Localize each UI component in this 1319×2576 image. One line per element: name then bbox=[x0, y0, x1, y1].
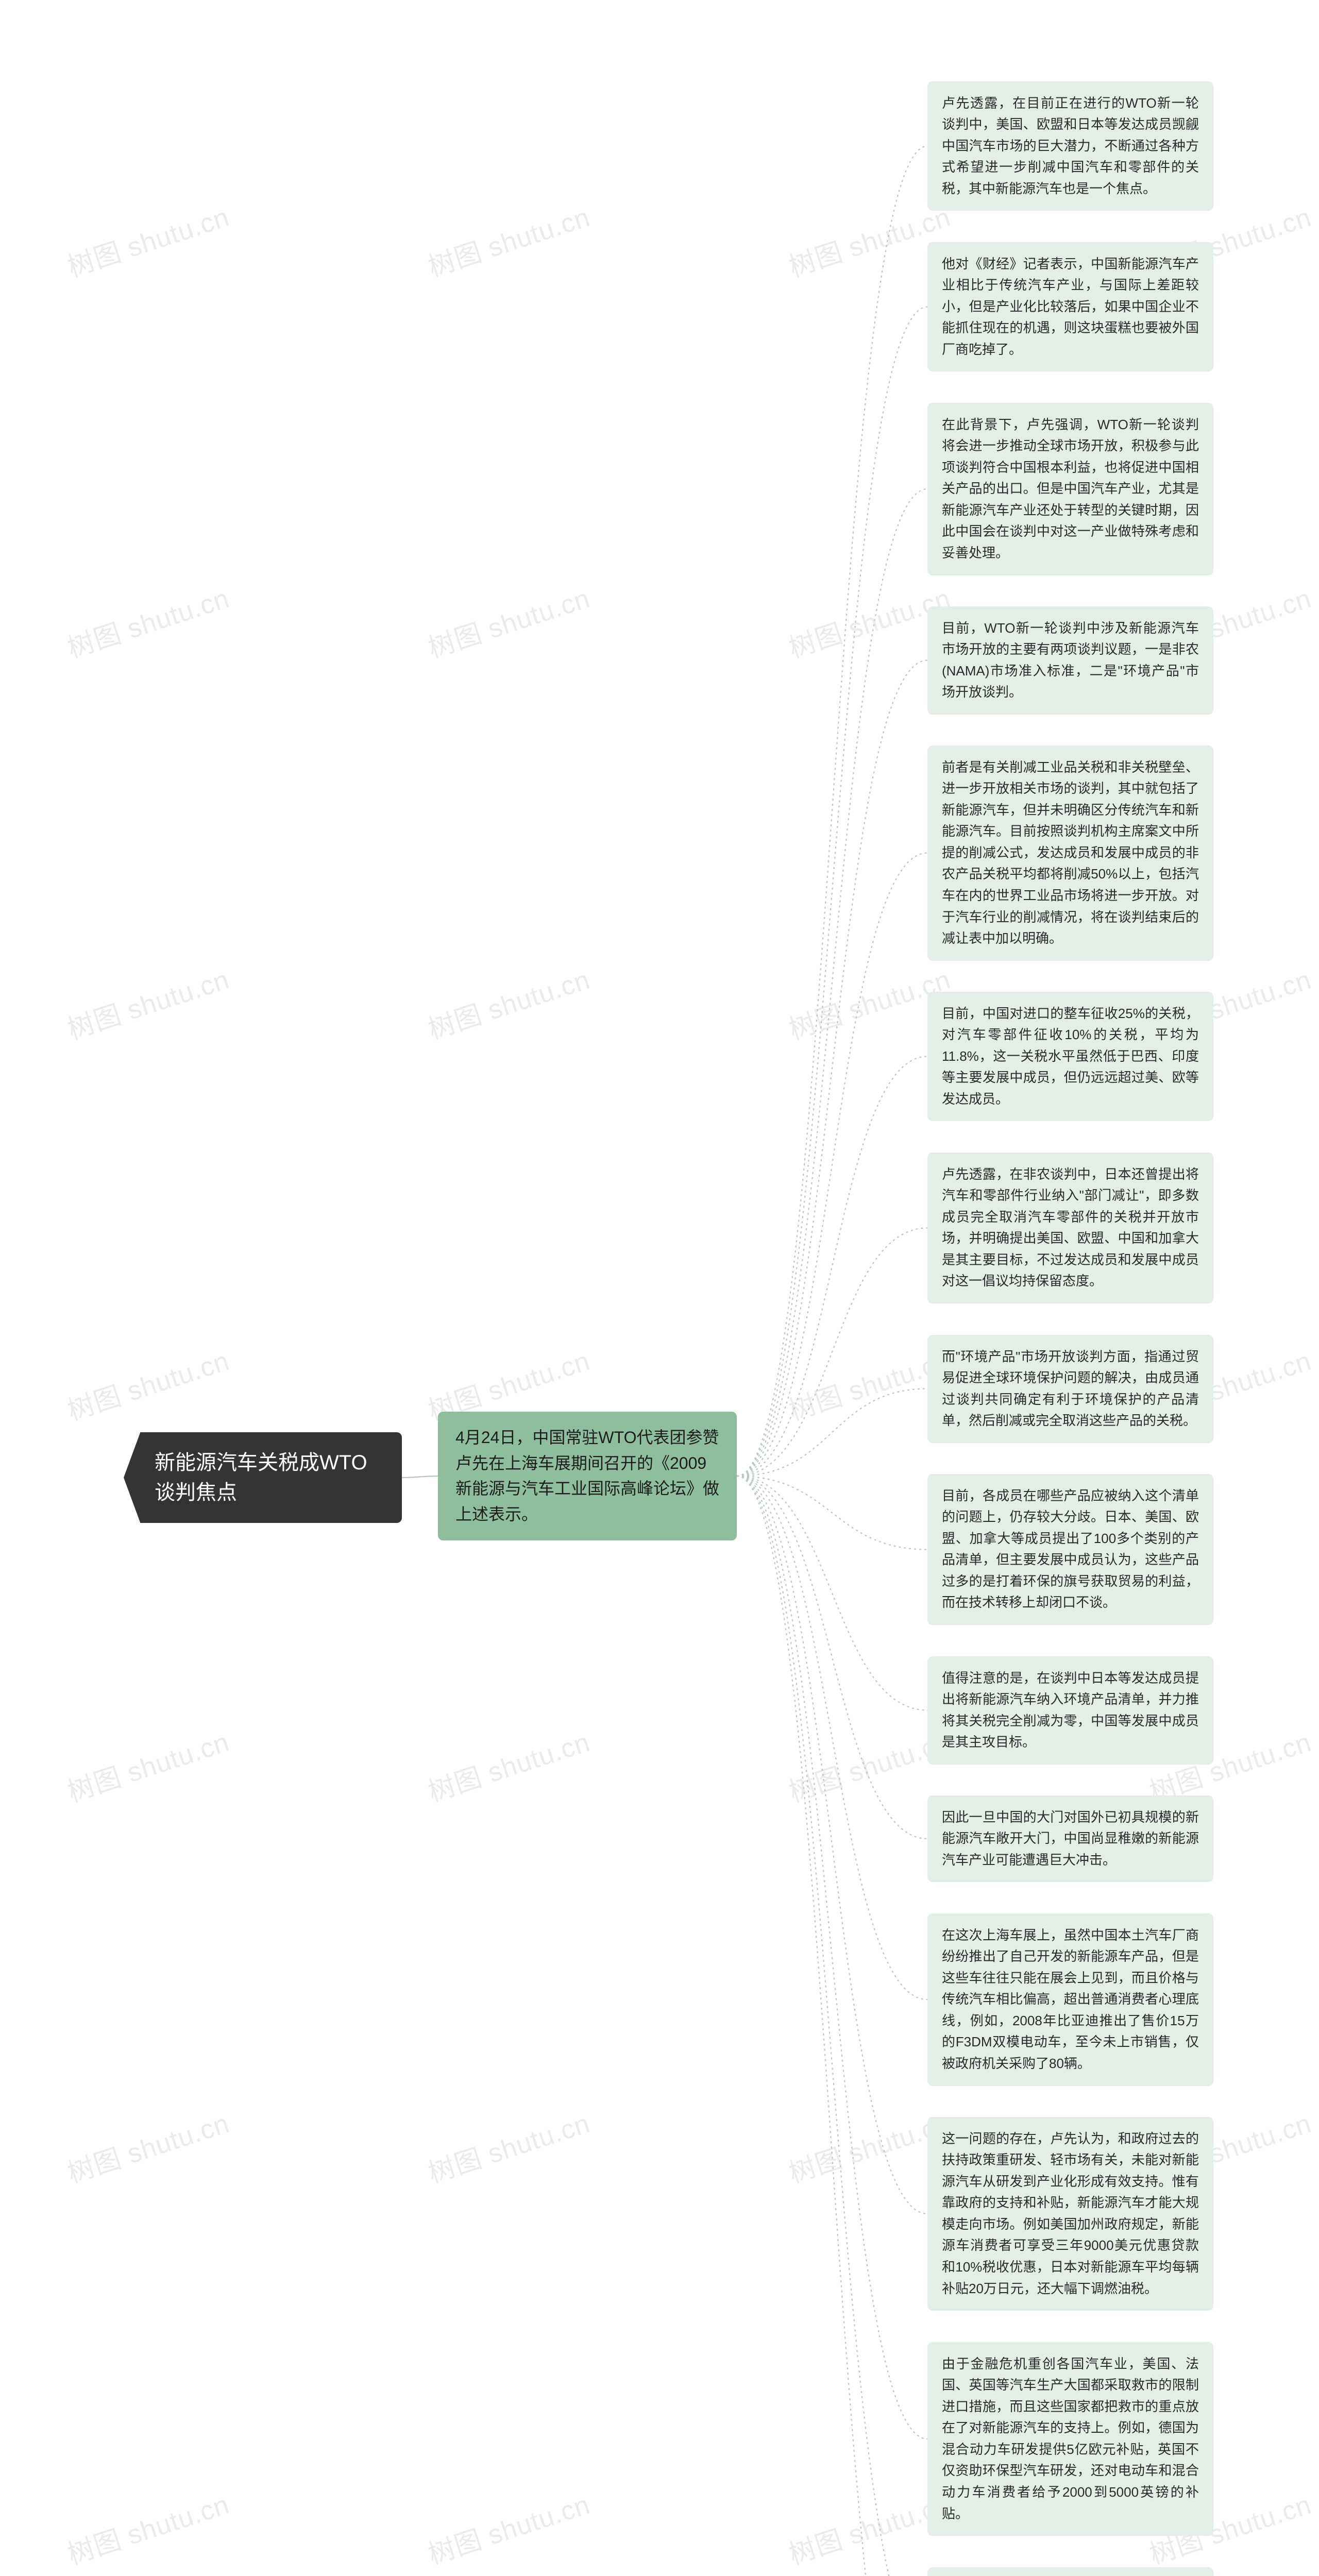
watermark: 树图 shutu.cn bbox=[62, 577, 233, 665]
leaf-node: 因此一旦中国的大门对国外已初具规模的新能源汽车敞开大门，中国尚显稚嫩的新能源汽车… bbox=[927, 1795, 1213, 1883]
watermark: 树图 shutu.cn bbox=[62, 958, 233, 1046]
watermark: 树图 shutu.cn bbox=[62, 1339, 233, 1428]
leaf-node: 在这次上海车展上，虽然中国本土汽车厂商纷纷推出了自己开发的新能源车产品，但是这些… bbox=[927, 1913, 1213, 2086]
leaf-node: 在此背景下，卢先强调，WTO新一轮谈判将会进一步推动全球市场开放，积极参与此项谈… bbox=[927, 403, 1213, 575]
leaf-node: 卢先透露，在非农谈判中，日本还曾提出将汽车和零部件行业纳入"部门减让"，即多数成… bbox=[927, 1153, 1213, 1304]
leaf-node: 目前，各成员在哪些产品应被纳入这个清单的问题上，仍存较大分歧。日本、美国、欧盟、… bbox=[927, 1474, 1213, 1625]
leaf-node: 卢先透露，在目前正在进行的WTO新一轮谈判中，美国、欧盟和日本等发达成员觊觎中国… bbox=[927, 81, 1213, 211]
root-node: 新能源汽车关税成WTO谈判焦点 bbox=[124, 1432, 402, 1523]
watermark: 树图 shutu.cn bbox=[422, 958, 594, 1046]
watermark: 树图 shutu.cn bbox=[62, 1720, 233, 1809]
leaf-node: 他对《财经》记者表示，中国新能源汽车产业相比于传统汽车产业，与国际上差距较小，但… bbox=[927, 242, 1213, 372]
watermark: 树图 shutu.cn bbox=[62, 2483, 233, 2571]
watermark: 树图 shutu.cn bbox=[422, 1720, 594, 1809]
leaf-node: 由于金融危机重创各国汽车业，美国、法国、英国等汽车生产大国都采取救市的限制进口措… bbox=[927, 2342, 1213, 2536]
leaf-node: 目前，中国对进口的整车征收25%的关税，对汽车零部件征收10%的关税，平均为11… bbox=[927, 992, 1213, 1122]
leaf-node: 目前，WTO新一轮谈判中涉及新能源汽车市场开放的主要有两项谈判议题，一是非农(N… bbox=[927, 606, 1213, 715]
leaf-node: 值得注意的是，在谈判中日本等发达成员提出将新能源汽车纳入环境产品清单，并力推将其… bbox=[927, 1656, 1213, 1765]
branch-node: 4月24日，中国常驻WTO代表团参赞卢先在上海车展期间召开的《2009新能源与汽… bbox=[438, 1412, 737, 1540]
watermark: 树图 shutu.cn bbox=[422, 2102, 594, 2190]
watermark: 树图 shutu.cn bbox=[422, 195, 594, 284]
leaf-node: 前者是有关削减工业品关税和非关税壁垒、进一步开放相关市场的谈判，其中就包括了新能… bbox=[927, 745, 1213, 961]
leaf-node: 这一问题的存在，卢先认为，和政府过去的扶持政策重研发、轻市场有关，未能对新能源汽… bbox=[927, 2117, 1213, 2311]
watermark: 树图 shutu.cn bbox=[62, 2102, 233, 2190]
watermark: 树图 shutu.cn bbox=[422, 2483, 594, 2571]
watermark: 树图 shutu.cn bbox=[62, 195, 233, 284]
leaf-node: 而"环境产品"市场开放谈判方面，指通过贸易促进全球环境保护问题的解决，由成员通过… bbox=[927, 1335, 1213, 1443]
watermark: 树图 shutu.cn bbox=[422, 577, 594, 665]
leaf-node: 在国际汽车巨头纷纷重点发展新能源汽车的情况下，中国新能源汽车业面临的压力也与日俱… bbox=[927, 2567, 1213, 2576]
